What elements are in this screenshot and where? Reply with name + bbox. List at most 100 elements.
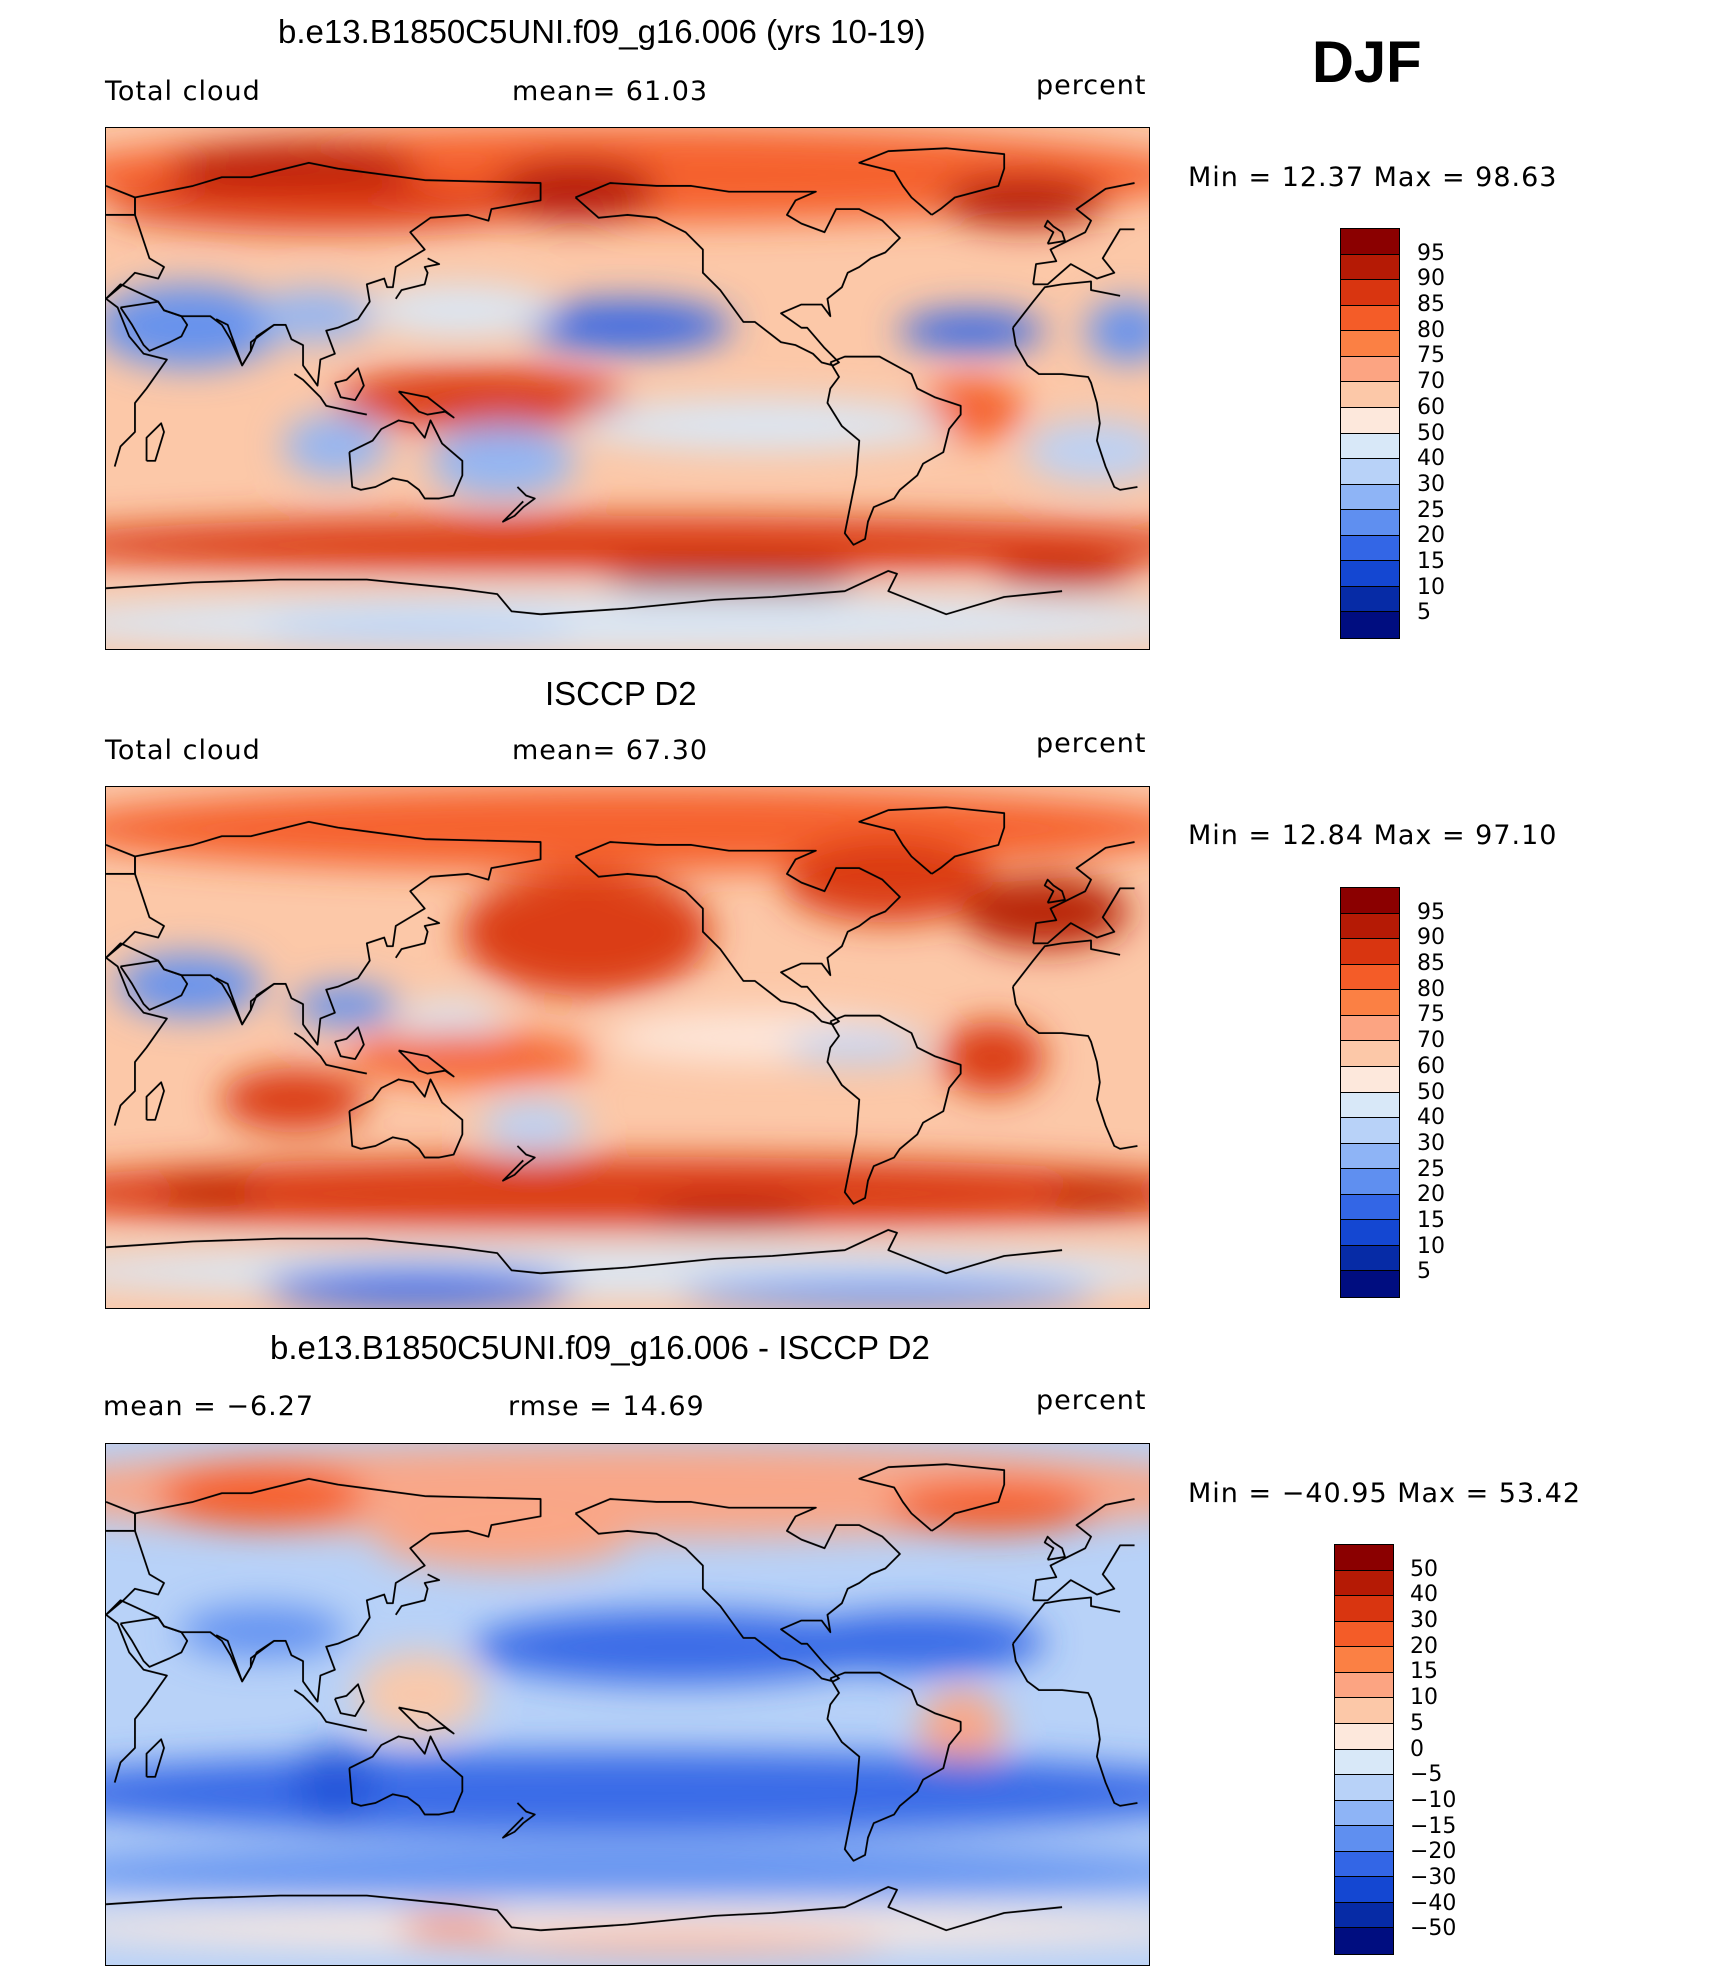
field-contour-region — [356, 1652, 482, 1736]
colorbar-tick-label: 15 — [1410, 1659, 1438, 1685]
panel2-title: ISCCP D2 — [545, 675, 697, 712]
colorbar-swatch — [1341, 356, 1399, 383]
colorbar-tick-label: 20 — [1417, 1182, 1445, 1208]
coastline-india — [215, 977, 275, 1026]
coastline-antarctica — [106, 1229, 1063, 1275]
colorbar-swatch — [1335, 1851, 1393, 1878]
field-contour-region — [158, 1464, 367, 1528]
colorbar-tick-label: −15 — [1410, 1813, 1457, 1839]
field-contour-region — [262, 1266, 576, 1308]
colorbar-swatch — [1341, 280, 1399, 306]
coastline-samerica — [826, 1671, 962, 1862]
coastline-nz — [502, 486, 536, 523]
colorbar-tick-label: 50 — [1417, 420, 1445, 446]
colorbar-tick-label: −5 — [1410, 1762, 1443, 1788]
field-contour-region — [648, 1198, 816, 1230]
colorbar-tick-label: 95 — [1417, 240, 1445, 266]
colorbar-tick-label: 15 — [1417, 1207, 1445, 1233]
colorbar-swatch — [1341, 1015, 1399, 1042]
field-contour-region — [283, 414, 388, 478]
coastline-asia — [106, 161, 542, 387]
coastline-madagascar — [145, 1081, 165, 1121]
colorbar-swatch — [1335, 1570, 1393, 1597]
coastline-india — [215, 318, 275, 367]
field-contour-region — [575, 398, 951, 452]
colorbar-tick-label: 90 — [1417, 266, 1445, 292]
colorbar-swatch — [1341, 888, 1399, 914]
field-contour-region — [898, 310, 1045, 353]
field-contour-region — [961, 875, 1129, 949]
colorbar-tick-label: 40 — [1417, 1105, 1445, 1131]
colorbar-swatch — [1341, 1194, 1399, 1221]
colorbar-tick-label: 20 — [1417, 523, 1445, 549]
panel2-mean-label: mean= 67.30 — [512, 735, 709, 766]
field-contour-region — [606, 565, 857, 597]
field-contour-region — [679, 1276, 1097, 1308]
colorbar-swatch — [1341, 1245, 1399, 1272]
coastline-africa — [106, 939, 1138, 1150]
coastline-indonesia — [293, 1689, 367, 1732]
coastline-nz — [502, 1802, 536, 1839]
coastline-india — [215, 1634, 275, 1683]
coastline-arabia — [119, 1616, 189, 1668]
field-contour-region — [460, 870, 711, 996]
field-contour-region — [366, 284, 555, 337]
colorbar-swatch — [1335, 1621, 1393, 1648]
coastline-borneo — [334, 1683, 365, 1717]
coastline-australia — [348, 1078, 464, 1159]
colorbar-tick-label: 80 — [1417, 976, 1445, 1002]
field-contour-region — [398, 1000, 503, 1043]
coastline-asia — [106, 820, 542, 1046]
season-label: DJF — [1312, 30, 1422, 95]
field-contour-region — [179, 1605, 346, 1658]
colorbar-swatch — [1341, 939, 1399, 965]
colorbar-tick-label: 60 — [1417, 394, 1445, 420]
colorbar-swatch — [1335, 1749, 1393, 1776]
colorbar-tick-label: 50 — [1417, 1079, 1445, 1105]
field-contour-region — [106, 1845, 1149, 1898]
colorbar-tick-label: −40 — [1410, 1890, 1457, 1916]
colorbar-tick-label: 40 — [1417, 446, 1445, 472]
colorbar-swatch — [1341, 964, 1399, 991]
colorbar-swatch — [1335, 1800, 1393, 1827]
field-contour-region — [471, 1933, 889, 1955]
field-contour-region — [1044, 1185, 1149, 1212]
colorbar-swatch — [1335, 1647, 1393, 1673]
colorbar-tick-label: 30 — [1417, 1130, 1445, 1156]
field-contour-region — [106, 787, 1149, 871]
field-contour-region — [783, 839, 993, 923]
coastline-uk — [1043, 219, 1066, 245]
coastline-samerica — [826, 355, 962, 546]
colorbar-tick-label: 85 — [1417, 951, 1445, 977]
panel1-variable-label: Total cloud — [105, 76, 261, 107]
coastline-uk — [1043, 1535, 1066, 1561]
colorbar-swatch — [1335, 1723, 1393, 1750]
coastline-newguinea — [398, 390, 455, 419]
colorbar-swatch — [1341, 254, 1399, 281]
panel1-title: b.e13.B1850C5UNI.f09_g16.006 (yrs 10-19) — [278, 13, 926, 50]
panel2-variable-label: Total cloud — [105, 735, 261, 766]
coastline-newguinea — [398, 1049, 455, 1078]
colorbar-swatch — [1341, 1118, 1399, 1144]
coastline-indonesia — [293, 1032, 367, 1075]
colorbar-swatch — [1341, 535, 1399, 562]
coastline-japan — [394, 1573, 441, 1616]
field-contour-region — [106, 516, 1149, 574]
coastline-arabia — [119, 300, 189, 352]
panel1-units-label: percent — [1036, 70, 1147, 101]
coastline-namerica — [574, 182, 901, 367]
colorbar-tick-label: 25 — [1417, 497, 1445, 523]
field-contour-region — [940, 1021, 1045, 1095]
colorbar-tick-label: 10 — [1417, 1233, 1445, 1259]
colorbar-swatch — [1341, 913, 1399, 940]
colorbar-swatch — [1341, 229, 1399, 255]
colorbar-swatch — [1341, 1271, 1399, 1297]
panel1-minmax-label: Min = 12.37 Max = 98.63 — [1188, 162, 1558, 193]
field-contour-region — [888, 1480, 1097, 1533]
field-contour-region — [335, 367, 628, 431]
field-contour-region — [158, 1180, 263, 1207]
field-contour-region — [429, 424, 576, 498]
coastline-namerica — [574, 841, 901, 1026]
field-contour-region — [106, 1751, 1149, 1835]
panel1-colorbar — [1340, 228, 1400, 639]
